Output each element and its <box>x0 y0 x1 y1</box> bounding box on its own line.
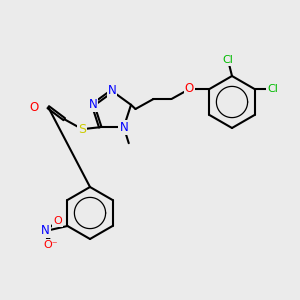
Text: Cl: Cl <box>267 84 278 94</box>
Text: N: N <box>119 121 128 134</box>
Text: O: O <box>185 82 194 95</box>
Text: N: N <box>108 85 116 98</box>
Text: Cl: Cl <box>223 55 233 65</box>
Text: S: S <box>78 123 86 136</box>
Text: N: N <box>41 224 50 238</box>
Text: N: N <box>88 98 98 111</box>
Text: O⁻: O⁻ <box>43 240 58 250</box>
Text: O: O <box>53 216 62 226</box>
Text: O: O <box>30 101 39 114</box>
